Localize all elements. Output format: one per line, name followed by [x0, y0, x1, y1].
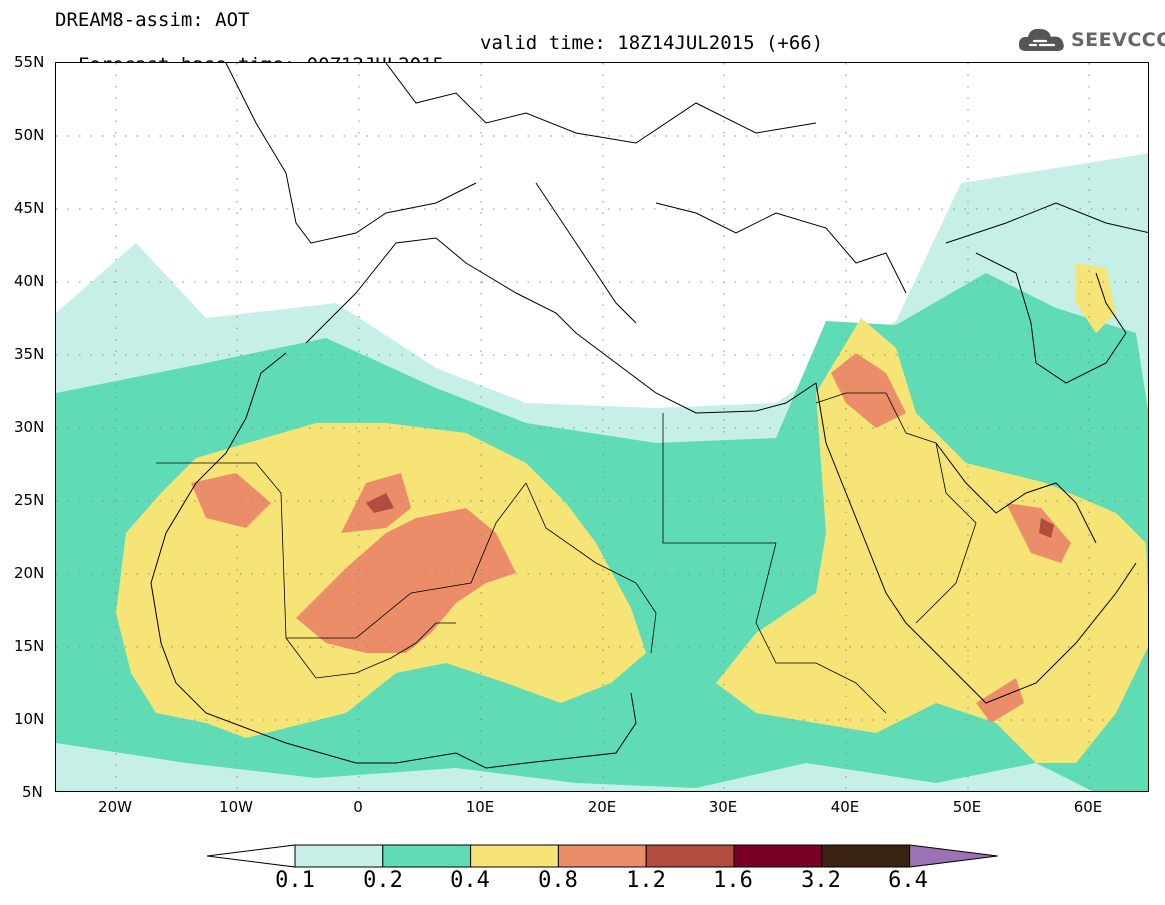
- colorbar: [207, 844, 998, 868]
- aot-contour-1_2-oman: [1039, 518, 1054, 538]
- country-borders: [156, 392, 977, 714]
- lat-label: 10N: [14, 710, 45, 728]
- colorbar-label: 0.4: [450, 868, 490, 893]
- colorbar-label: 3.2: [801, 868, 841, 893]
- aot-contour-0_8-oman: [1006, 503, 1071, 563]
- colorbar-swatch: [645, 844, 735, 868]
- lat-label: 55N: [14, 53, 45, 71]
- colorbar-label: 0.2: [363, 868, 403, 893]
- aot-contour-0_8-somalia: [976, 678, 1024, 723]
- colorbar-swatch: [382, 844, 472, 868]
- lon-label: 20E: [587, 798, 617, 816]
- colorbar-swatch: [470, 844, 559, 868]
- lon-label: 10E: [465, 798, 495, 816]
- lat-label: 20N: [14, 564, 45, 582]
- aot-contour-0_4-caspian: [1076, 263, 1116, 333]
- lat-label: 45N: [14, 199, 45, 217]
- colorbar-label: 6.4: [888, 868, 928, 893]
- lat-label: 25N: [14, 491, 45, 509]
- logo-text: SEEVCCC: [1071, 29, 1165, 51]
- colorbar-label: 1.6: [713, 868, 753, 893]
- lon-label: 50E: [952, 798, 982, 816]
- colorbar-label: 0.8: [538, 868, 578, 893]
- lat-label: 35N: [14, 345, 45, 363]
- lon-label: 10W: [219, 798, 253, 816]
- lat-label: 15N: [14, 637, 45, 655]
- lon-label: 40E: [830, 798, 860, 816]
- colorbar-under-arrow: [207, 844, 296, 868]
- lat-label: 30N: [14, 418, 45, 436]
- aot-contour-0_8-iraq: [831, 353, 906, 428]
- lat-label: 40N: [14, 272, 45, 290]
- cloud-icon: [1018, 28, 1064, 51]
- lat-label: 5N: [22, 783, 43, 801]
- coastlines: [150, 63, 1148, 769]
- map-area: [55, 62, 1149, 792]
- colorbar-over-arrow: [909, 844, 998, 868]
- lon-label: 30E: [708, 798, 738, 816]
- lon-label: 0: [353, 798, 363, 816]
- colorbar-label: 0.1: [275, 868, 315, 893]
- map-title: DREAM8-assim: AOT: [55, 9, 250, 31]
- valid-time: valid time: 18Z14JUL2015 (+66): [480, 32, 824, 54]
- colorbar-swatch: [294, 844, 384, 868]
- aot-map: [56, 63, 1148, 791]
- colorbar-swatch: [821, 844, 911, 868]
- lat-label: 50N: [14, 126, 45, 144]
- aot-contour-1_2: [366, 493, 394, 513]
- seevccc-logo: SEEVCCC: [1016, 23, 1165, 57]
- colorbar-swatch: [733, 844, 823, 868]
- lon-label: 60E: [1073, 798, 1103, 816]
- aot-contour-0_8: [191, 473, 271, 528]
- colorbar-swatch: [557, 844, 647, 868]
- aot-contour-0_8-sahel: [296, 508, 516, 653]
- colorbar-label: 1.2: [626, 868, 666, 893]
- lon-label: 20W: [98, 798, 132, 816]
